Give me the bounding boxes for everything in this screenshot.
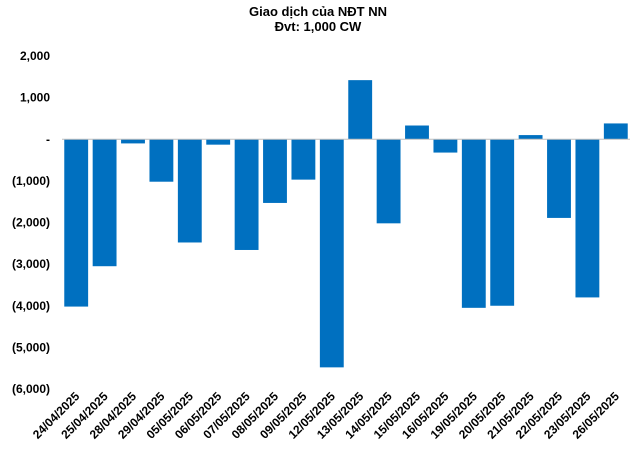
bar: [490, 139, 515, 306]
y-tick-label: 1,000: [20, 91, 50, 105]
y-tick-label: (2,000): [12, 216, 50, 230]
bar: [547, 139, 571, 218]
bar: [603, 123, 628, 140]
bar: [319, 139, 344, 368]
bar: [206, 139, 231, 145]
chart-subtitle: Đvt: 1,000 CW: [275, 19, 362, 34]
bar: [461, 139, 486, 308]
y-axis-tick-labels: 2,000 1,000 - (1,000) (2,000) (3,000) (4,000) (…: [12, 49, 50, 396]
bar: [405, 125, 429, 140]
y-tick-label: 2,000: [20, 49, 50, 63]
y-tick-label: (4,000): [12, 299, 50, 313]
bar: [518, 135, 543, 140]
bar: [234, 139, 259, 250]
bar: [376, 139, 401, 224]
bar: [64, 139, 89, 307]
bar: [92, 139, 117, 267]
bar: [575, 139, 600, 298]
bar: [149, 139, 174, 182]
y-tick-label: (1,000): [12, 174, 50, 188]
bar: [348, 80, 373, 140]
bar: [433, 139, 458, 153]
y-tick-label: (6,000): [12, 382, 50, 396]
bar: [121, 139, 145, 144]
bar: [291, 139, 316, 180]
y-tick-label: -: [46, 132, 50, 146]
chart-title: Giao dịch của NĐT NN: [249, 4, 387, 19]
x-axis-tick-labels: 24/04/202525/04/202528/04/202529/04/2025…: [30, 389, 622, 442]
bar: [177, 139, 202, 243]
bar: [263, 139, 287, 203]
bars-group: [64, 80, 628, 368]
y-tick-label: (3,000): [12, 257, 50, 271]
y-tick-label: (5,000): [12, 340, 50, 354]
